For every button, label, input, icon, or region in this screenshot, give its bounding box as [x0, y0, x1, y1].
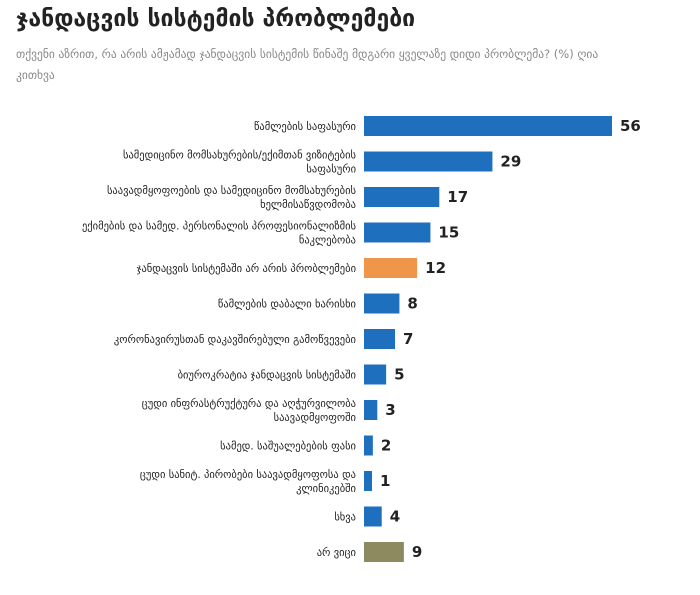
category-label-4-line-1: ექიმების და სამედ. პერსონალის პროფესიონა… [82, 221, 356, 233]
value-label-11: 1 [380, 472, 390, 490]
value-label-3: 17 [447, 188, 468, 206]
bar-5 [364, 258, 418, 278]
bar-4 [364, 222, 431, 243]
category-label-3-line-1: საავადმყოფოების და სამედიცინო მომსახურებ… [107, 185, 356, 197]
value-label-5: 12 [425, 259, 446, 277]
value-label-4: 15 [438, 224, 459, 242]
value-label-1: 56 [620, 117, 641, 135]
bar-10 [364, 435, 373, 456]
category-label-1: წამლების საფასური [254, 121, 356, 133]
category-label-3-line-2: ხელმისაწვდომობა [260, 199, 356, 211]
category-label-12: სხვა [334, 512, 356, 524]
category-label-7: კორონავირუსთან დაკავშირებული გამოწვევები [114, 334, 356, 346]
category-label-6: წამლების დაბალი ხარისხი [218, 299, 356, 311]
category-label-8: ბიუროკრატია ჯანდაცვის სისტემაში [178, 370, 356, 382]
value-label-10: 2 [381, 437, 391, 455]
value-label-12: 4 [390, 508, 400, 526]
bar-6 [364, 293, 400, 314]
category-label-5: ჯანდაცვის სისტემაში არ არის პრობლემები [137, 263, 356, 275]
category-label-9-line-1: ცუდი ინფრასტრუქტურა და აღჭურვილობა [142, 398, 356, 410]
bar-13 [364, 542, 404, 562]
category-label-10: სამედ. საშუალებების ფასი [220, 441, 356, 453]
category-label-11-line-2: კლინიკებში [296, 483, 356, 495]
value-label-9: 3 [385, 401, 395, 419]
bar-9 [364, 400, 378, 420]
value-label-6: 8 [407, 295, 417, 313]
bar-1 [364, 116, 612, 136]
value-label-13: 9 [412, 543, 422, 561]
bar-7 [364, 329, 395, 349]
chart-subtitle: თქვენი აზრით, რა არის ამჟამად ჯანდაცვის … [16, 47, 599, 82]
category-label-9-line-2: საავადმყოფოში [274, 412, 356, 424]
bar-3 [364, 187, 440, 207]
chart-title: ჯანდაცვის სისტემის პრობლემები [16, 6, 416, 32]
value-label-7: 7 [403, 330, 413, 348]
bar-8 [364, 364, 387, 385]
value-label-2: 29 [500, 153, 521, 171]
category-label-2-line-2: საფასური [306, 164, 356, 176]
bar-12 [364, 506, 382, 527]
category-label-11-line-1: ცუდი სანიტ. პირობები საავადმყოფოსა და [140, 469, 356, 481]
bar-2 [364, 151, 493, 172]
category-label-2-line-1: სამედიცინო მომსახურების/ექიმთან ვიზიტები… [123, 150, 356, 162]
value-label-8: 5 [394, 366, 404, 384]
category-label-4-line-2: ნაკლებობა [299, 235, 356, 247]
bar-11 [364, 471, 372, 491]
category-label-13: არ ვიცი [317, 547, 356, 559]
